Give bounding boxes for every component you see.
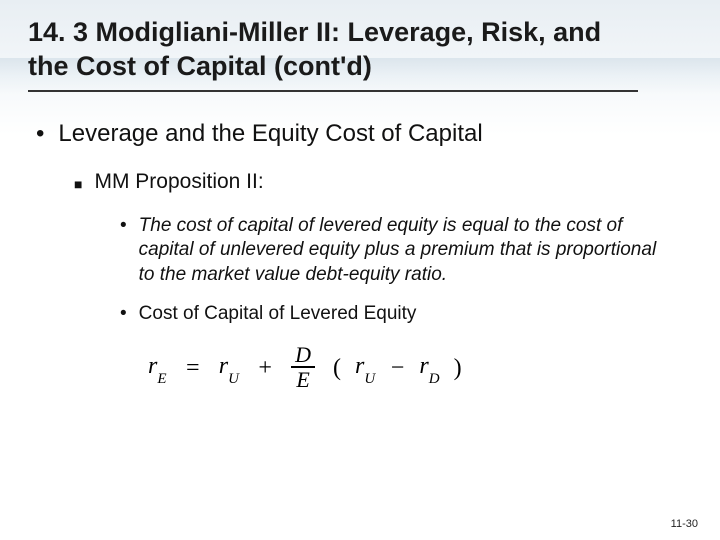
- fraction: D E: [291, 343, 315, 391]
- bullet-dot-small: •: [120, 302, 127, 327]
- paren-group: ( rU − rD ): [333, 353, 462, 384]
- bullet-level3a: • The cost of capital of levered equity …: [120, 214, 662, 288]
- level3a-text: The cost of capital of levered equity is…: [139, 214, 662, 288]
- bullet-level2: ■ MM Proposition II:: [74, 170, 692, 198]
- page-number: 11-30: [671, 518, 698, 530]
- formula-term3: rD: [419, 353, 439, 384]
- level2-text: MM Proposition II:: [94, 170, 263, 198]
- bullet-square: ■: [74, 170, 82, 198]
- bullet-dot: •: [36, 120, 44, 148]
- formula: rE = rU + D E ( rU − rD ): [148, 344, 692, 392]
- bullet-level3b: • Cost of Capital of Levered Equity: [120, 302, 662, 327]
- formula-lhs: rE: [148, 353, 167, 384]
- equals-sign: =: [185, 355, 201, 382]
- formula-term2: rU: [355, 353, 375, 384]
- formula-term1: rU: [219, 353, 239, 384]
- plus-sign: +: [257, 355, 273, 382]
- level1-text: Leverage and the Equity Cost of Capital: [58, 120, 482, 148]
- bullet-dot-small: •: [120, 214, 127, 288]
- bullet-level1: • Leverage and the Equity Cost of Capita…: [36, 120, 692, 148]
- minus-sign: −: [389, 355, 405, 382]
- slide-title: 14. 3 Modigliani-Miller II: Leverage, Ri…: [28, 16, 638, 92]
- level3b-text: Cost of Capital of Levered Equity: [139, 302, 417, 327]
